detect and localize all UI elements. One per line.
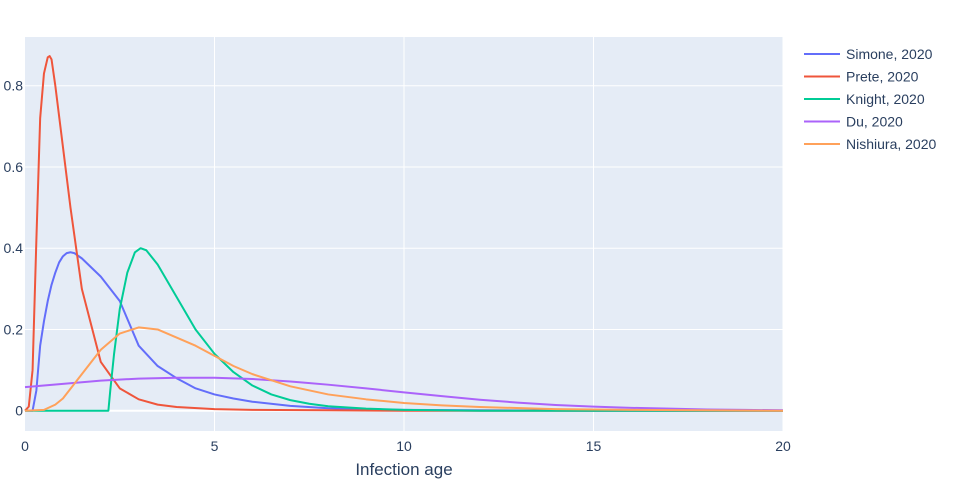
x-tick-label: 0 xyxy=(21,438,29,454)
y-tick-label: 0 xyxy=(15,403,23,419)
y-tick-label: 0.8 xyxy=(4,78,24,94)
x-tick-label: 20 xyxy=(775,438,791,454)
legend-item[interactable]: Du, 2020 xyxy=(804,114,903,130)
series-line xyxy=(24,326,784,412)
legend[interactable]: Simone, 2020 Prete, 2020 Knight, 2020 Du, 2… xyxy=(804,46,936,152)
series-line xyxy=(25,247,783,412)
y-tick-label: 0.6 xyxy=(4,159,24,175)
legend-label: Du, 2020 xyxy=(846,114,903,130)
x-tick-label: 15 xyxy=(586,438,602,454)
x-tick-label: 10 xyxy=(396,438,412,454)
y-tick-label: 0.2 xyxy=(4,321,24,337)
legend-label: Nishiura, 2020 xyxy=(846,136,936,152)
x-axis-ticks: 0 5 10 15 20 xyxy=(21,438,791,454)
legend-label: Simone, 2020 xyxy=(846,46,933,62)
series-lines xyxy=(24,55,784,412)
series-line xyxy=(24,55,783,412)
series-line xyxy=(24,376,784,412)
series-line xyxy=(25,251,783,412)
y-axis-ticks: 0 0.2 0.4 0.6 0.8 xyxy=(4,78,24,419)
legend-item[interactable]: Prete, 2020 xyxy=(804,69,919,85)
legend-label: Prete, 2020 xyxy=(846,69,919,85)
x-tick-label: 5 xyxy=(211,438,219,454)
legend-item[interactable]: Simone, 2020 xyxy=(804,46,933,62)
y-tick-label: 0.4 xyxy=(4,240,24,256)
x-axis-title: Infection age xyxy=(355,460,452,479)
legend-item[interactable]: Nishiura, 2020 xyxy=(804,136,936,152)
legend-item[interactable]: Knight, 2020 xyxy=(804,91,925,107)
legend-label: Knight, 2020 xyxy=(846,91,925,107)
